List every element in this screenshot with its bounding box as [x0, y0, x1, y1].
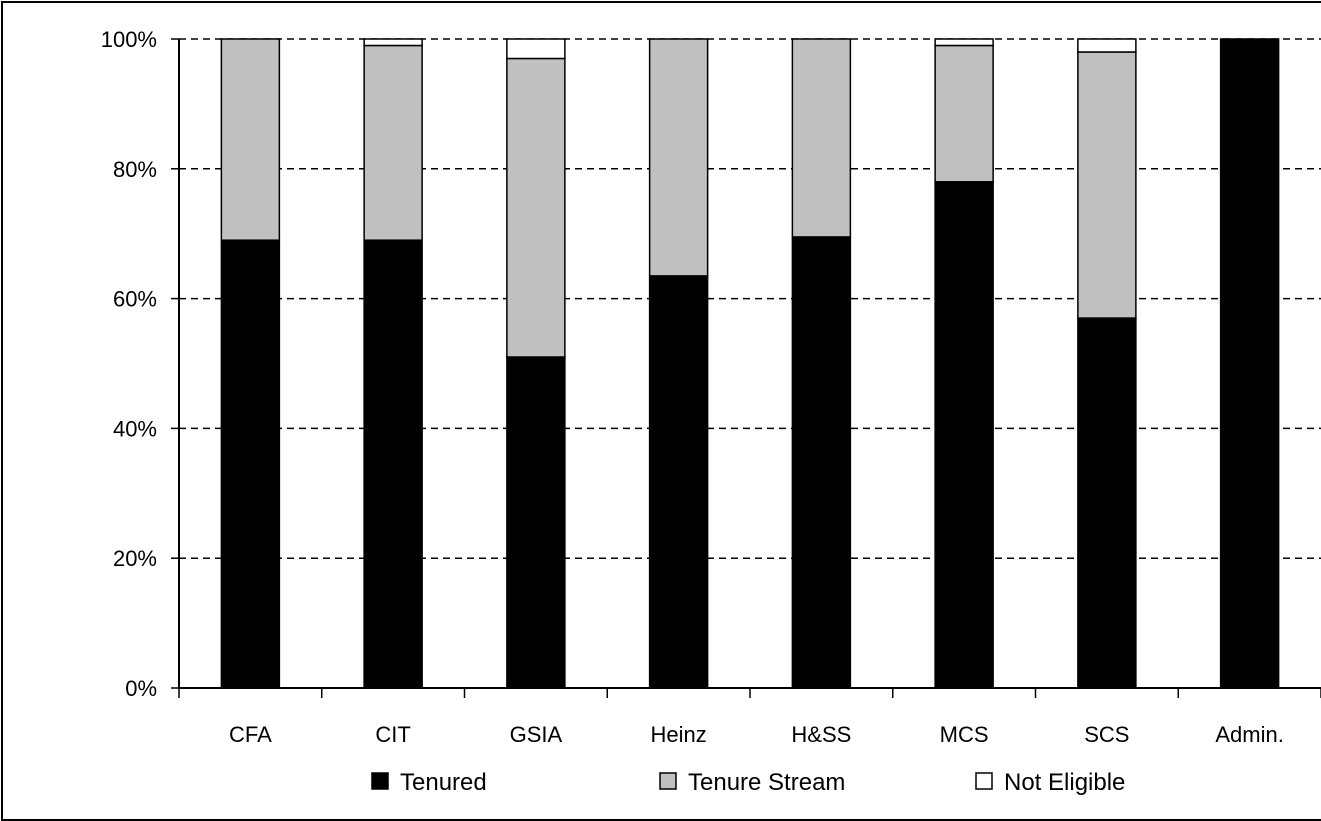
bar-segment-not-eligible [506, 38, 566, 60]
bar-segment-tenured [791, 236, 852, 689]
legend: Tenured Tenure Stream Not Eligible [371, 769, 1125, 796]
x-tick-label: MCS [940, 722, 989, 747]
legend-swatch-tenured [371, 772, 389, 790]
bars [220, 38, 1280, 689]
x-tick-label: Admin. [1215, 722, 1283, 747]
x-tick-label: H&SS [791, 722, 851, 747]
bar-segment-tenure-stream [648, 38, 709, 277]
legend-swatch-not-eligible [975, 772, 993, 790]
bar-segment-not-eligible [363, 38, 423, 47]
bar-segment-tenured [934, 181, 994, 689]
bar-segment-tenured [1219, 38, 1280, 689]
y-tick-label: 40% [113, 416, 157, 441]
bar-segment-tenured [1077, 317, 1137, 689]
legend-swatch-tenure-stream [659, 772, 677, 790]
x-tick-label: GSIA [510, 722, 563, 747]
bar-segment-tenure-stream [791, 38, 852, 238]
y-tick-label: 0% [125, 676, 157, 701]
legend-label: Not Eligible [1004, 769, 1125, 796]
y-tick-label: 100% [101, 27, 157, 52]
x-tick-label: CFA [229, 722, 272, 747]
bar-segment-tenure-stream [220, 38, 281, 241]
y-tick-label: 20% [113, 546, 157, 571]
x-tick-label: SCS [1084, 722, 1129, 747]
x-tick-label: Heinz [651, 722, 707, 747]
y-tick-label: 60% [113, 287, 157, 312]
bar-segment-tenure-stream [1077, 51, 1137, 319]
gridlines [179, 38, 1321, 559]
bar-segment-tenured [506, 356, 566, 689]
legend-label: Tenure Stream [688, 769, 845, 796]
bar-segment-tenured [363, 239, 423, 689]
bar-segment-tenured [220, 239, 281, 689]
bar-segment-tenured [648, 275, 709, 689]
y-tick-label: 80% [113, 157, 157, 182]
legend-label: Tenured [400, 769, 487, 796]
x-tick-label: CIT [375, 722, 410, 747]
axes: 0% 20% 40% 60% 80% 100% CFA CIT GSIA Heinz H&SS MCS… [101, 27, 1321, 747]
bar-segment-tenure-stream [363, 44, 423, 241]
bar-segment-not-eligible [1077, 38, 1137, 53]
bar-segment-tenure-stream [934, 44, 994, 183]
bar-segment-tenure-stream [506, 57, 566, 358]
bar-segment-not-eligible [934, 38, 994, 47]
